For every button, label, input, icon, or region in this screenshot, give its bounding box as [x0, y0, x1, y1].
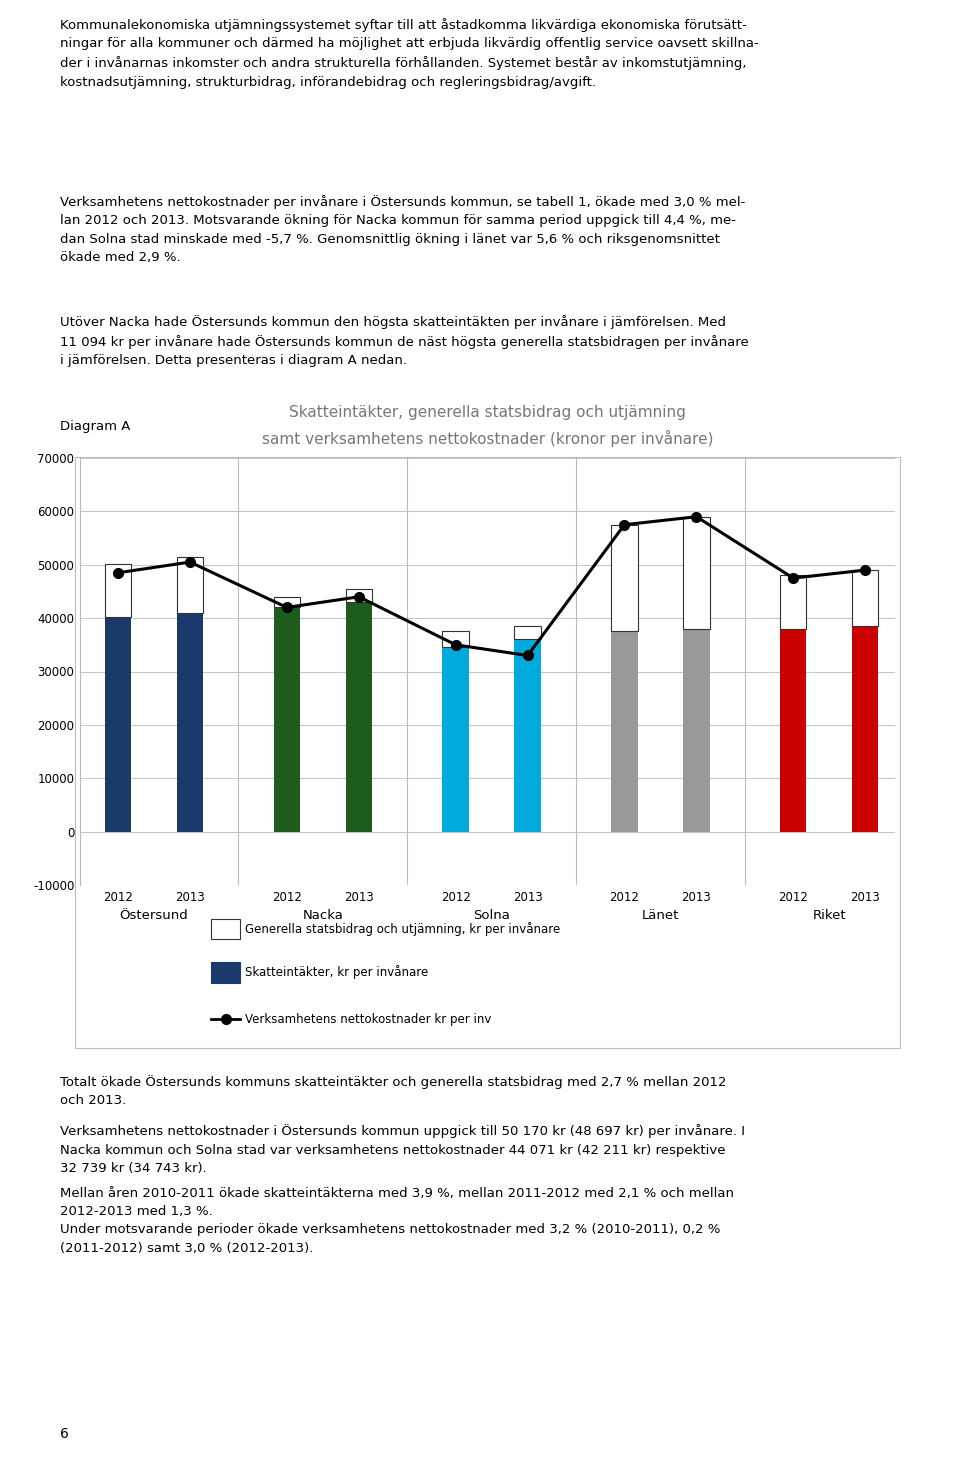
- Bar: [274, 608, 300, 831]
- Bar: [780, 576, 806, 628]
- Bar: [346, 602, 372, 831]
- Text: Diagram A: Diagram A: [60, 420, 131, 433]
- Text: Verksamhetens nettokostnader kr per inv: Verksamhetens nettokostnader kr per inv: [245, 1013, 492, 1025]
- Text: Riket: Riket: [812, 908, 846, 921]
- Bar: [612, 631, 637, 831]
- Text: Verksamhetens nettokostnader per invånare i Östersunds kommun, se tabell 1, ökad: Verksamhetens nettokostnader per invånar…: [60, 195, 746, 264]
- Text: Skatteintäkter, kr per invånare: Skatteintäkter, kr per invånare: [245, 965, 428, 980]
- Bar: [852, 570, 878, 625]
- Bar: [105, 617, 132, 831]
- Bar: [177, 557, 204, 612]
- Text: Östersund: Östersund: [120, 908, 188, 921]
- Text: Kommunalekonomiska utjämningssystemet syftar till att åstadkomma likvärdiga ekon: Kommunalekonomiska utjämningssystemet sy…: [60, 17, 759, 89]
- Bar: [684, 628, 709, 831]
- Text: Totalt ökade Östersunds kommuns skatteintäkter och generella statsbidrag med 2,7: Totalt ökade Östersunds kommuns skattein…: [60, 1075, 727, 1107]
- Bar: [780, 628, 806, 831]
- Bar: [443, 631, 468, 647]
- Title: Skatteintäkter, generella statsbidrag och utjämning
samt verksamhetens nettokost: Skatteintäkter, generella statsbidrag oc…: [262, 405, 713, 448]
- Text: 6: 6: [60, 1426, 69, 1441]
- Text: Generella statsbidrag och utjämning, kr per invånare: Generella statsbidrag och utjämning, kr …: [245, 921, 560, 936]
- Bar: [515, 625, 540, 831]
- Text: Nacka: Nacka: [302, 908, 344, 921]
- Bar: [852, 625, 878, 831]
- Bar: [274, 596, 300, 608]
- Text: Verksamhetens nettokostnader i Östersunds kommun uppgick till 50 170 kr (48 697 : Verksamhetens nettokostnader i Östersund…: [60, 1124, 746, 1175]
- Bar: [684, 516, 709, 628]
- Text: Under motsvarande perioder ökade verksamhetens nettokostnader med 3,2 % (2010-20: Under motsvarande perioder ökade verksam…: [60, 1223, 721, 1255]
- Text: Utöver Nacka hade Östersunds kommun den högsta skatteintäkten per invånare i jäm: Utöver Nacka hade Östersunds kommun den …: [60, 315, 749, 367]
- Bar: [346, 589, 372, 602]
- Text: Länet: Länet: [641, 908, 679, 921]
- Text: Mellan åren 2010-2011 ökade skatteintäkterna med 3,9 %, mellan 2011-2012 med 2,1: Mellan åren 2010-2011 ökade skatteintäkt…: [60, 1187, 734, 1219]
- Bar: [443, 631, 468, 831]
- Bar: [105, 564, 132, 617]
- Bar: [177, 612, 204, 831]
- Text: Solna: Solna: [473, 908, 510, 921]
- Bar: [515, 625, 540, 640]
- Bar: [612, 525, 637, 631]
